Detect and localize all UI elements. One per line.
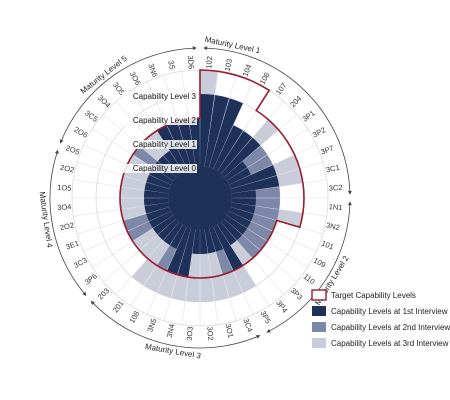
interview1-bar [226,211,251,229]
interview1-bar [146,207,171,222]
interview1-bar [167,227,191,275]
spoke-label: 3P7 [319,143,335,156]
maturity-arc [59,46,197,144]
spoke-label: 3N2 [325,221,340,233]
legend-label: Target Capability Levels [331,291,416,300]
spoke-label: 201 [111,299,126,314]
spoke-label: 106 [258,71,272,86]
spoke-label: 2O5 [65,143,81,156]
spoke-label: 3O3 [185,326,195,341]
center-core [168,166,232,230]
interview1-bar [192,229,200,254]
interview1-bar [213,224,244,271]
spoke-label: 3N6 [146,62,159,78]
spoke-label: 3O4 [57,202,72,212]
interview1-bar [209,227,224,252]
spoke-label: 3E1 [65,238,81,251]
capability-level-label: Capability Level 0 [133,164,197,173]
interview1-bar [229,207,254,222]
spoke-label: 3C2 [328,183,342,193]
spoke-label: 104 [241,63,254,78]
interview1-bar [157,219,179,241]
spoke-label: 2O6 [73,125,90,140]
spoke-label: 3S [166,60,177,71]
maturity-arc [49,149,87,296]
maturity-label: Maturity Level 1 [204,35,262,56]
spoke-label: 2O2 [59,220,75,232]
spoke-label: 3O1 [224,323,236,339]
spoke-label: 3O2 [205,326,215,341]
spoke-label: 101 [320,239,335,252]
level-label-bg [122,164,197,173]
spoke-label: 108 [127,309,141,324]
spoke-label: 3C3 [72,255,88,269]
interview1-bar [144,202,170,214]
legend-label: Capability Levels at 2nd Interview [331,323,450,332]
interview1-bar [152,215,176,235]
legend-swatch [312,306,326,316]
maturity-arc [203,46,352,195]
spoke-label: 3O6 [128,70,143,87]
spoke-label: 3N4 [165,323,177,338]
capability-level-label: Capability Level 3 [133,92,197,101]
spoke-label: 3C4 [241,317,254,333]
interview1-bar [144,198,169,206]
legend-swatch [311,289,327,301]
interview1-bar [144,190,169,198]
interview1-bar [169,224,187,249]
interview1-bar [177,228,196,278]
spoke-label: 107 [274,81,289,96]
interview1-bar [200,229,208,254]
interview1-bar [146,174,171,189]
interview1-bar [217,222,237,246]
legend-swatch [312,338,326,348]
maturity-arc [266,201,352,333]
spoke-label: 2O2 [59,163,75,175]
interview1-bar [231,198,256,206]
spoke-label: 110 [302,272,317,286]
spoke-label: 3P5 [258,309,272,325]
spoke-label: 109 [312,256,327,270]
spoke-label: 3N5 [145,317,158,333]
spoke-label: 3C1 [325,163,340,175]
spoke-label: 102 [204,56,214,69]
maturity-label: Maturity Level 3 [144,342,202,361]
interview1-bar [144,182,170,194]
interview1-bar [224,215,248,235]
spoke-label: 3P2 [311,125,327,139]
legend-label: Capability Levels at 3rd Interview [331,339,449,348]
interview1-bar [230,202,256,214]
interview1-bar [204,228,216,254]
interview1-bar [149,211,174,229]
level-label-bg [122,140,197,149]
capability-level-label: Capability Level 2 [133,116,197,125]
spoke-label: 1O5 [57,183,72,193]
maturity-arc [90,300,261,349]
spoke-label: 103 [223,58,234,72]
legend-label: Capability Levels at 1st Interview [331,307,448,316]
spoke-label: 203 [96,286,111,301]
spoke-label: 3D6 [186,55,196,69]
interview1-bar [163,222,183,246]
interview1-bar [221,219,243,241]
capability-level-label: Capability Level 1 [133,140,197,149]
legend-swatch [312,322,326,332]
legend: Target Capability Levels Capability Level… [311,289,450,348]
spoke-label: 204 [288,94,303,109]
spoke-label: 1N1 [329,202,343,212]
